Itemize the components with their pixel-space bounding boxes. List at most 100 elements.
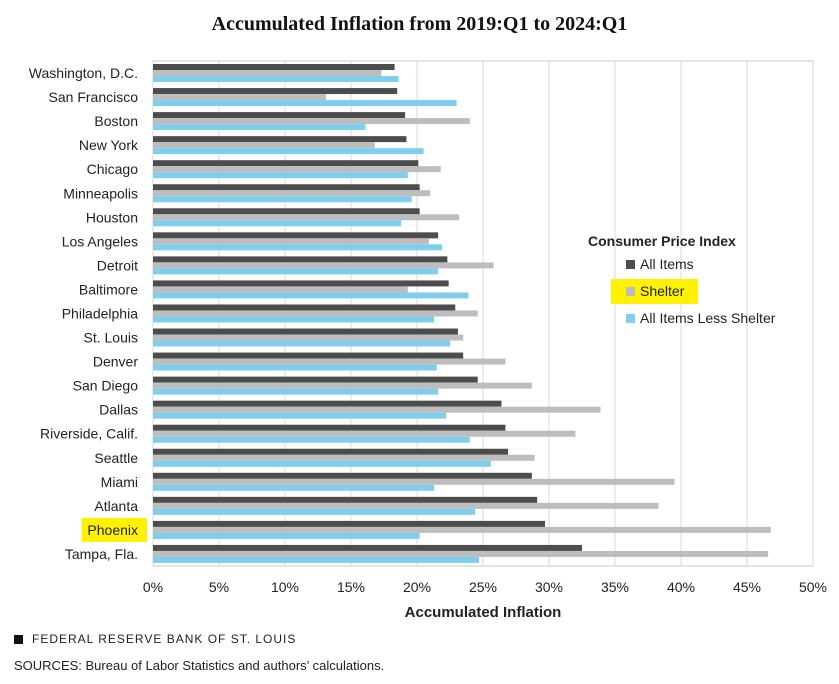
category-label: Los Angeles (62, 233, 138, 249)
bar (153, 412, 447, 419)
category-label: Phoenix (87, 522, 138, 538)
bar (153, 256, 448, 263)
bar-chart: Washington, D.C. San Francisco Boston New Y… (29, 60, 827, 621)
bar (153, 112, 406, 119)
legend-label: Shelter (640, 283, 685, 299)
category-label: Houston (86, 209, 138, 225)
bar (153, 388, 439, 395)
category-label: Denver (93, 354, 138, 370)
bar (153, 484, 435, 491)
bar (153, 220, 402, 227)
bar (153, 496, 538, 503)
bar (153, 364, 437, 371)
category-label: Minneapolis (63, 185, 138, 201)
bar (153, 172, 408, 179)
category-label: Atlanta (94, 498, 138, 514)
bar (153, 556, 480, 563)
x-tick-label: 40% (667, 579, 695, 595)
bar (153, 406, 601, 413)
bar (153, 376, 478, 383)
category-label: New York (79, 137, 139, 153)
x-tick-label: 0% (143, 579, 163, 595)
category-label: Philadelphia (62, 306, 138, 322)
bar (153, 160, 419, 167)
bar (153, 520, 546, 527)
bar (153, 526, 771, 533)
x-axis-title: Accumulated Inflation (405, 604, 562, 621)
x-tick-label: 10% (271, 579, 299, 595)
category-label: Dallas (99, 402, 138, 418)
bar (153, 262, 494, 269)
bar (153, 148, 424, 155)
bar (153, 430, 576, 437)
bar (153, 70, 382, 76)
legend-swatch (626, 260, 635, 269)
bar (153, 184, 420, 191)
brand-square-icon (14, 634, 23, 644)
bar (153, 532, 420, 539)
bar (153, 472, 532, 479)
bar (153, 214, 460, 221)
footer-brand: FEDERAL RESERVE BANK OF ST. LOUIS (14, 632, 296, 646)
bar (153, 424, 506, 431)
category-label: Tampa, Fla. (65, 546, 138, 562)
x-tick-label: 50% (799, 579, 827, 595)
bar (153, 454, 535, 461)
footer-sources: SOURCES: Bureau of Labor Statistics and … (14, 658, 385, 673)
bar (153, 328, 458, 335)
bar (153, 88, 398, 95)
bar (153, 196, 412, 203)
bar (153, 100, 457, 107)
x-tick-label: 15% (337, 579, 365, 595)
bar (153, 76, 399, 82)
bar (153, 280, 449, 287)
bar (153, 166, 441, 173)
bar (153, 550, 769, 557)
bar (153, 64, 395, 70)
legend-label: All Items Less Shelter (640, 310, 776, 326)
x-tick-label: 5% (209, 579, 229, 595)
chart-title: Accumulated Inflation from 2019:Q1 to 20… (211, 13, 628, 35)
bar (153, 382, 532, 389)
bar (153, 292, 469, 299)
bar (153, 460, 491, 467)
bar (153, 208, 420, 215)
bar (153, 190, 431, 197)
bar (153, 286, 408, 293)
x-tick-label: 20% (403, 579, 431, 595)
bar (153, 358, 506, 365)
category-label: San Diego (73, 378, 139, 394)
category-label: St. Louis (84, 330, 138, 346)
x-tick-labels: 0% 5% 10% 15% 20% 25% 30% 35% 40% 45% 50% (143, 579, 827, 595)
bar (153, 94, 326, 101)
bar (153, 316, 435, 323)
bar (153, 448, 509, 455)
bar (153, 352, 464, 359)
legend-swatch (626, 287, 635, 296)
bar (153, 400, 502, 407)
category-highlight (81, 517, 147, 542)
bar (153, 508, 476, 515)
category-label: Miami (101, 474, 138, 490)
bar (153, 304, 456, 311)
category-label: Baltimore (79, 281, 138, 297)
bar (153, 334, 464, 341)
category-label: Washington, D.C. (29, 65, 138, 81)
category-label: Seattle (94, 450, 138, 466)
category-label: Riverside, Calif. (40, 426, 138, 442)
bar (153, 124, 366, 131)
category-label: San Francisco (49, 89, 139, 105)
bar (153, 268, 439, 275)
x-tick-label: 30% (535, 579, 563, 595)
bar (153, 244, 443, 251)
legend-highlight (611, 279, 698, 304)
category-label: Detroit (97, 257, 138, 273)
bar (153, 118, 470, 125)
legend-swatch (626, 314, 635, 323)
bar (153, 478, 675, 485)
bar (153, 340, 450, 347)
category-label: Boston (94, 113, 138, 129)
bar (153, 142, 375, 149)
legend: Consumer Price Index All Items Shelter All… (588, 233, 776, 326)
legend-title: Consumer Price Index (588, 233, 736, 249)
